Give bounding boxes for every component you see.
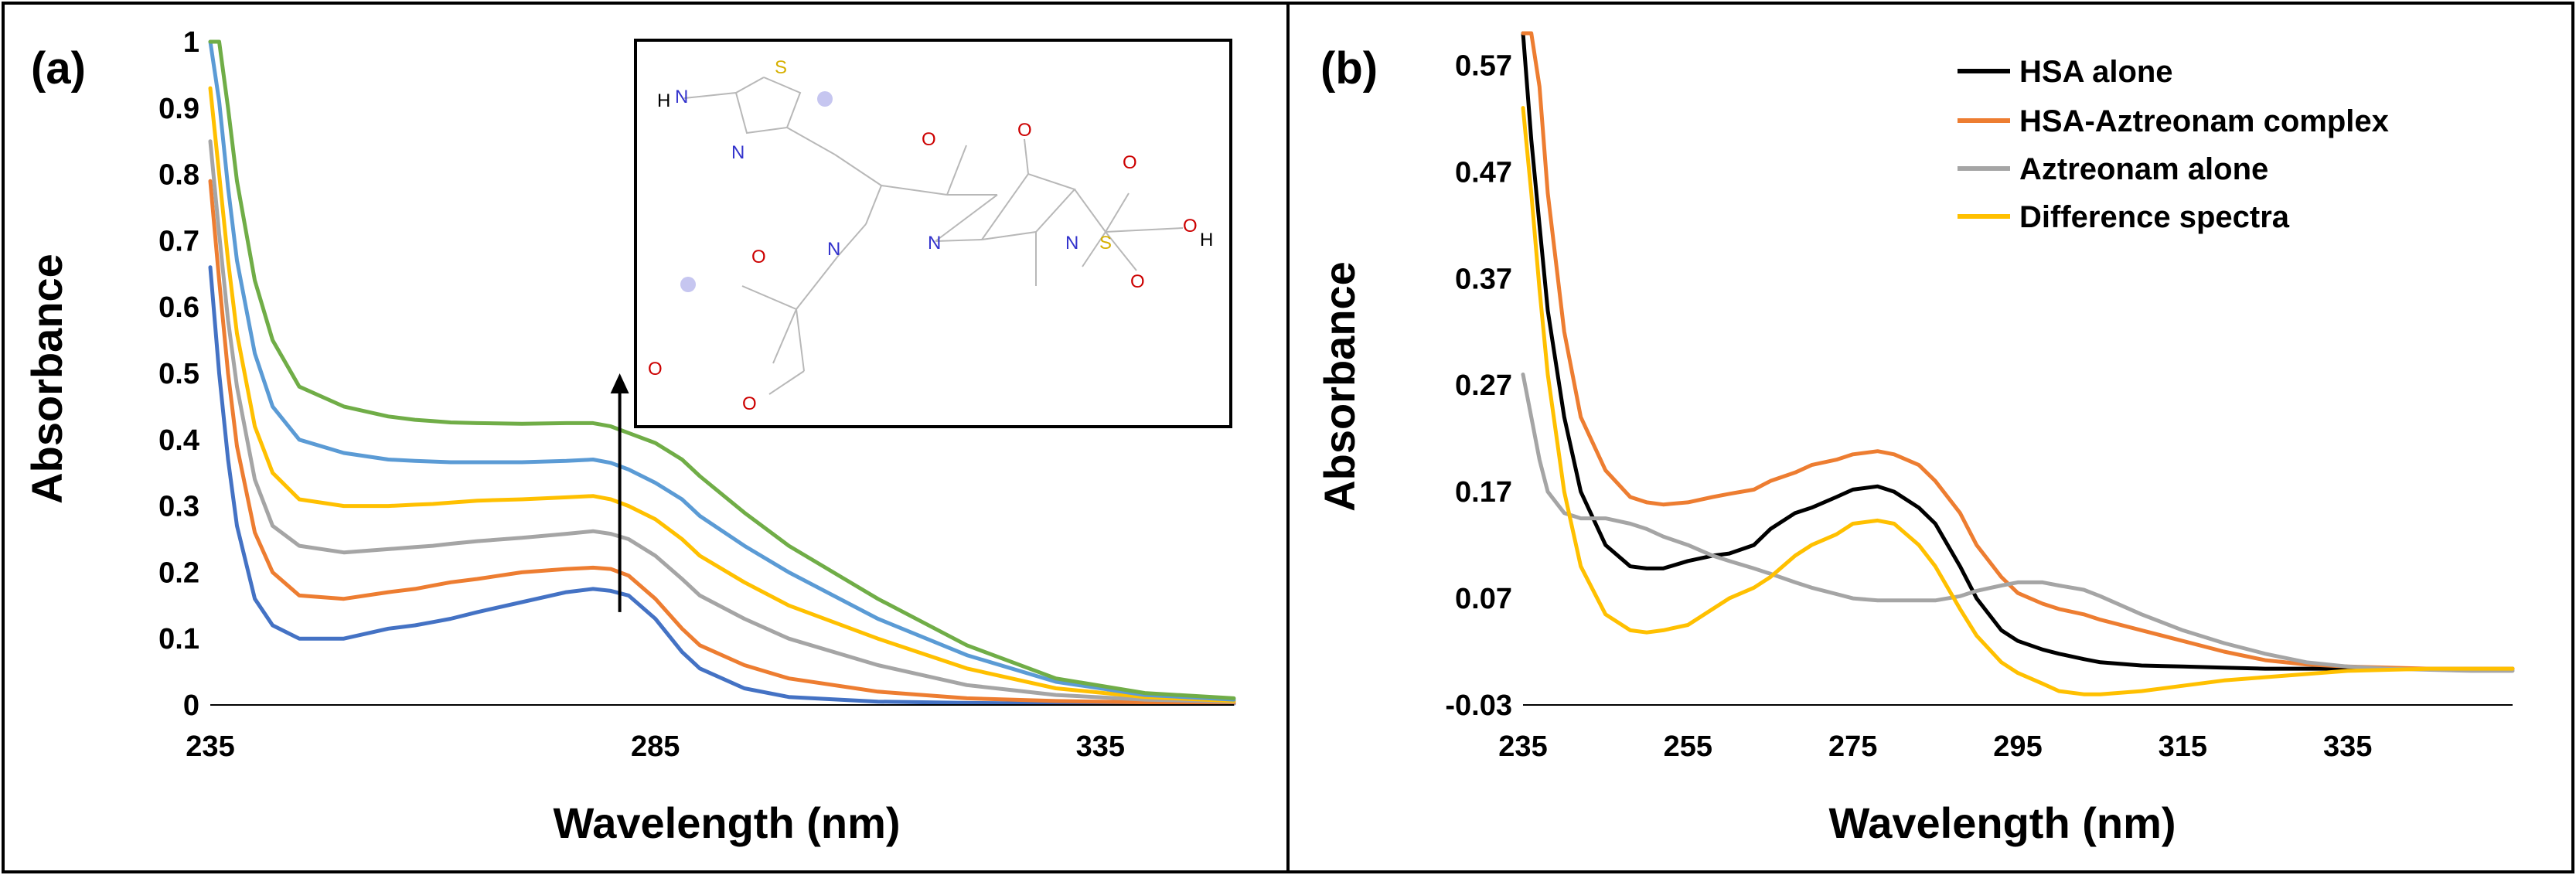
atom-highlight — [680, 277, 696, 292]
y-tick-label: 0.07 — [1455, 583, 1512, 615]
atom-highlight — [817, 91, 833, 107]
y-tick-label: 0.7 — [158, 225, 199, 257]
series-line-3 — [208, 139, 1236, 704]
atom-label: O — [1017, 120, 1032, 141]
inset-frame — [634, 39, 1232, 428]
series-line-4 — [208, 86, 1236, 703]
legend: HSA alone HSA-Aztreonam complex Aztreona… — [1958, 55, 2389, 234]
series-line-4 — [1521, 106, 2515, 696]
x-tick-label: 335 — [1076, 730, 1125, 763]
chemical-structure-inset: S N N H O N O N O N S O O O H O O — [634, 39, 1232, 428]
atom-label: N — [928, 233, 941, 254]
panel-b-x-axis-title: Wavelength (nm) — [1828, 798, 2176, 847]
y-tick-label: 0.2 — [158, 557, 199, 589]
y-tick-label: 0.3 — [158, 491, 199, 523]
y-tick-label: 0.27 — [1455, 369, 1512, 402]
x-tick-label: 285 — [631, 730, 680, 763]
y-tick-label: 0.17 — [1455, 476, 1512, 509]
y-tick-label: 0.9 — [158, 93, 199, 125]
atom-label: O — [922, 129, 936, 150]
y-tick-label: 0.6 — [158, 291, 199, 324]
atom-label: O — [742, 393, 757, 414]
y-tick-label: 0.4 — [158, 424, 199, 457]
atom-label: O — [751, 247, 766, 267]
atom-label: S — [775, 57, 787, 78]
y-tick-label: -0.03 — [1445, 689, 1512, 722]
atom-label: N — [675, 87, 688, 107]
y-tick-label: 0.57 — [1455, 49, 1512, 82]
y-tick-label: 0.8 — [158, 159, 199, 192]
increase-arrow — [610, 373, 629, 612]
y-tick-label: 0.47 — [1455, 156, 1512, 189]
atom-label: O — [1130, 271, 1145, 292]
panel-b-label: (b) — [1320, 43, 1378, 94]
atom-label: N — [1065, 233, 1078, 254]
series-line-1 — [208, 265, 1236, 706]
y-tick-label: 0.5 — [158, 358, 199, 390]
x-tick-label: 235 — [186, 730, 234, 763]
panel-a-chart: (a) Absorbance Wavelength (nm) 0 0.1 0.2 0.… — [22, 26, 1236, 847]
series-line-2 — [208, 179, 1236, 705]
atom-label: H — [657, 90, 670, 111]
panel-b-series — [1521, 31, 2515, 696]
panel-b-chart: (b) Absorbance Wavelength (nm) -0.03 0.07… — [1315, 31, 2515, 847]
x-tick-label: 315 — [2159, 730, 2207, 763]
panel-a-y-ticks: 0 0.1 0.2 0.3 0.4 0.5 0.6 0.7 0.8 0.9 1 — [158, 26, 199, 722]
panel-b-y-ticks: -0.03 0.07 0.17 0.27 0.37 0.47 0.57 — [1445, 49, 1512, 722]
y-tick-label: 1 — [183, 26, 199, 59]
series-line-2 — [1521, 31, 2515, 671]
x-tick-label: 235 — [1498, 730, 1547, 763]
panel-a-label: (a) — [31, 43, 86, 94]
x-tick-label: 275 — [1828, 730, 1877, 763]
x-tick-label: 255 — [1664, 730, 1712, 763]
arrow-head — [610, 373, 629, 393]
panel-a-x-axis-title: Wavelength (nm) — [553, 798, 900, 847]
panel-b-y-axis-title: Absorbance — [1315, 261, 1364, 512]
atom-label: O — [1123, 152, 1137, 173]
atom-label: O — [1183, 216, 1198, 237]
atom-label: N — [827, 239, 840, 260]
y-tick-label: 0.37 — [1455, 263, 1512, 295]
series-line-1 — [1521, 31, 2515, 671]
legend-label-difference: Difference spectra — [2019, 200, 2290, 234]
x-tick-label: 295 — [1993, 730, 2042, 763]
molecule-bonds — [683, 77, 1184, 395]
y-tick-label: 0.1 — [158, 623, 199, 655]
atom-label: N — [731, 142, 745, 163]
atom-label: S — [1099, 233, 1112, 254]
legend-label-hsa-alone: HSA alone — [2019, 55, 2173, 89]
series-line-3 — [1521, 372, 2515, 673]
x-tick-label: 335 — [2323, 730, 2372, 763]
atom-label: O — [648, 359, 663, 380]
atom-label: H — [1200, 230, 1213, 250]
series-line-6 — [208, 39, 1236, 700]
panel-a-y-axis-title: Absorbance — [22, 254, 71, 504]
y-tick-label: 0 — [183, 689, 199, 722]
legend-label-aztreonam: Aztreonam alone — [2019, 152, 2268, 186]
series-line-5 — [208, 39, 1236, 702]
panel-a-series — [208, 39, 1236, 706]
atom-labels: S N N H O N O N O N S O O O H O O — [648, 57, 1213, 414]
panel-a-x-ticks: 235 285 335 — [186, 730, 1125, 763]
legend-label-complex: HSA-Aztreonam complex — [2019, 104, 2389, 138]
panel-b-x-ticks: 235 255 275 295 315 335 — [1498, 730, 2372, 763]
